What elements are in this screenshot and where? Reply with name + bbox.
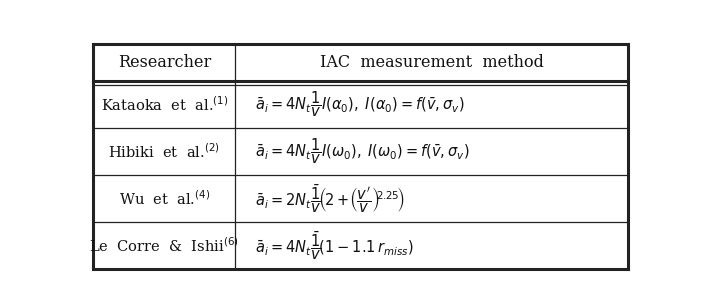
Text: $\bar{a}_i = 4N_t\dfrac{1}{v}I(\omega_0),\;I(\omega_0) = f(\bar{v},\sigma_v)$: $\bar{a}_i = 4N_t\dfrac{1}{v}I(\omega_0)… [255, 137, 470, 166]
Text: $\bar{a}_i = 4N_t\dfrac{\bar{1}}{v}\!\left(1 - 1.1\,r_{miss}\right)$: $\bar{a}_i = 4N_t\dfrac{\bar{1}}{v}\!\le… [255, 229, 413, 262]
Text: $\bar{a}_i = 2N_t\dfrac{\bar{1}}{v}\!\left(\!2 + \!\left(\dfrac{v'}{v}\right)^{\: $\bar{a}_i = 2N_t\dfrac{\bar{1}}{v}\!\le… [255, 182, 405, 215]
Text: Kataoka  et  al.$^{(1)}$: Kataoka et al.$^{(1)}$ [101, 95, 228, 114]
Text: IAC  measurement  method: IAC measurement method [320, 54, 543, 71]
Text: Researcher: Researcher [118, 54, 211, 71]
Text: $\bar{a}_i = 4N_t\dfrac{1}{v}I(\alpha_0),\;I(\alpha_0) = f(\bar{v},\sigma_v)$: $\bar{a}_i = 4N_t\dfrac{1}{v}I(\alpha_0)… [255, 90, 464, 119]
Text: Wu  et  al.$^{(4)}$: Wu et al.$^{(4)}$ [118, 189, 210, 208]
Text: Le  Corre  &  Ishii$^{(6)}$: Le Corre & Ishii$^{(6)}$ [89, 237, 239, 255]
Text: Hibiki  et  al.$^{(2)}$: Hibiki et al.$^{(2)}$ [108, 142, 220, 161]
